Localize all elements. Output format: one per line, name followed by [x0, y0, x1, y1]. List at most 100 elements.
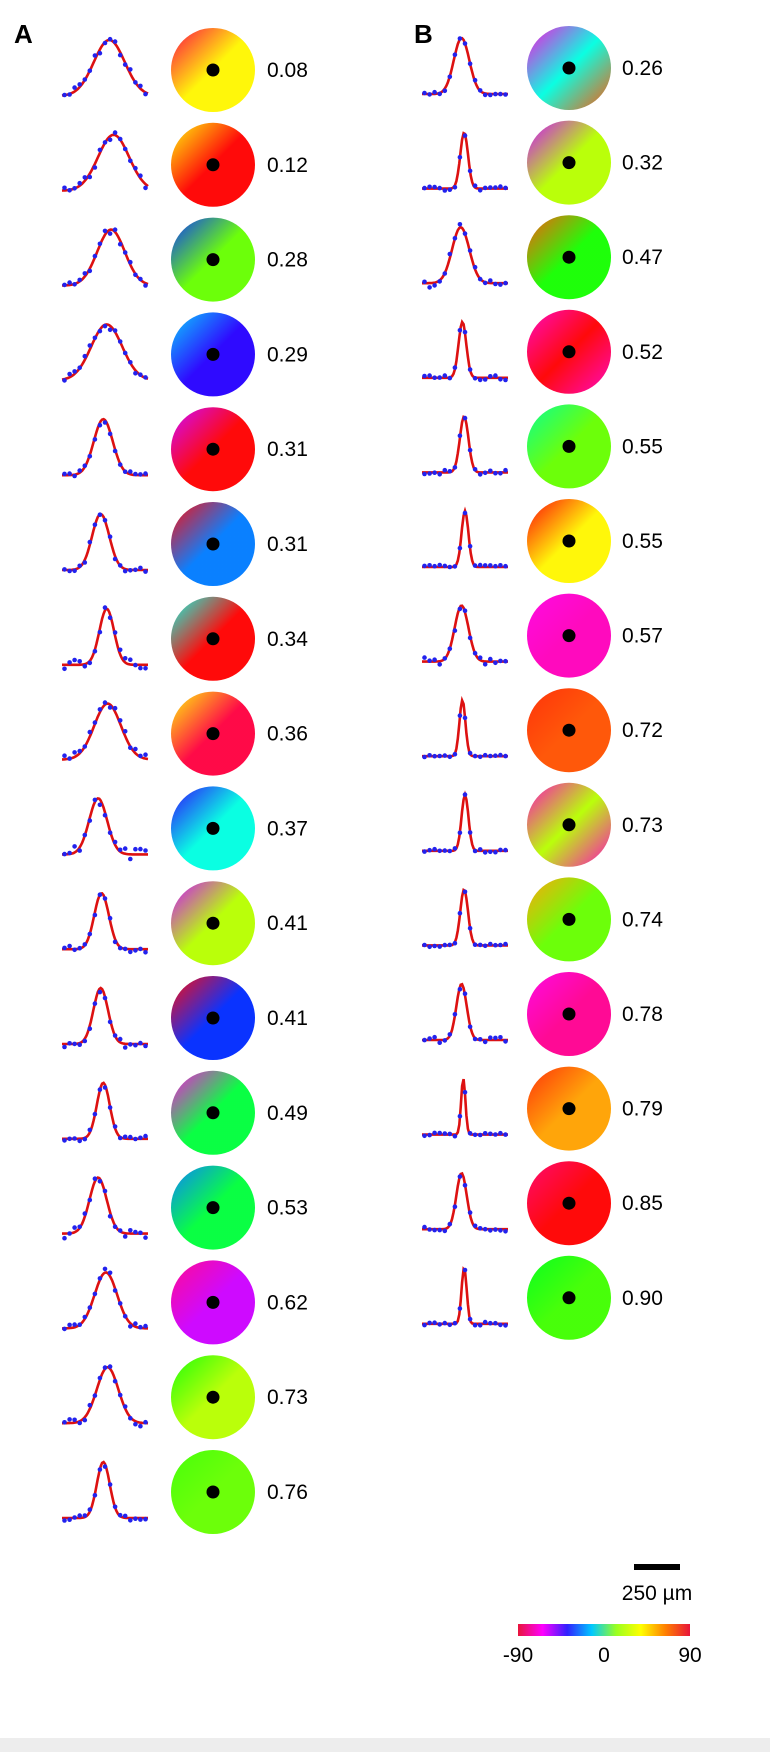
center-dot — [206, 727, 220, 741]
data-point — [72, 657, 77, 663]
data-point — [138, 372, 143, 378]
data-point — [97, 1467, 103, 1472]
data-point — [477, 754, 483, 760]
data-point — [97, 1179, 103, 1184]
tuning-curve-fit — [422, 36, 508, 96]
data-point — [62, 1518, 67, 1523]
data-point — [122, 946, 128, 952]
data-point — [477, 1323, 483, 1328]
data-point — [133, 272, 138, 278]
row: 0.72 — [422, 688, 663, 773]
data-point — [503, 92, 508, 97]
colorbar-min-label: -90 — [503, 1644, 533, 1667]
data-point — [72, 844, 77, 849]
data-point — [472, 376, 478, 381]
scale-bar: 250 µm — [622, 1564, 692, 1605]
data-point — [488, 849, 493, 855]
row: 0.55 — [422, 499, 663, 583]
tuning-curve-fit — [62, 892, 148, 951]
data-point — [467, 61, 473, 66]
colorbar-max-label: 90 — [678, 1644, 701, 1667]
data-point — [452, 1012, 458, 1017]
data-point — [117, 462, 123, 467]
data-point — [133, 471, 138, 477]
data-point — [467, 750, 473, 756]
data-point — [122, 146, 128, 152]
data-point — [122, 1314, 128, 1319]
data-point — [128, 949, 133, 955]
data-point — [128, 259, 133, 265]
data-point — [77, 748, 82, 754]
data-point — [87, 729, 93, 735]
data-point — [488, 1035, 493, 1040]
data-point — [87, 1507, 93, 1512]
data-point — [133, 1042, 138, 1048]
data-point — [107, 231, 113, 236]
data-point — [447, 1131, 453, 1137]
data-point — [488, 92, 493, 98]
value-label: 0.73 — [622, 814, 663, 837]
center-dot — [206, 916, 220, 930]
data-point — [138, 753, 143, 759]
data-point — [107, 36, 113, 42]
tuning-curve-fit — [422, 695, 508, 758]
data-point — [493, 563, 498, 569]
data-point — [442, 1131, 448, 1136]
center-dot — [562, 439, 576, 453]
data-point — [493, 1227, 498, 1232]
data-point — [133, 165, 138, 171]
data-point — [82, 175, 88, 180]
value-label: 0.62 — [267, 1291, 308, 1314]
data-point — [143, 1323, 148, 1329]
data-point — [133, 662, 138, 668]
row: 0.34 — [62, 596, 308, 681]
data-point — [67, 1517, 72, 1522]
data-point — [62, 282, 67, 288]
data-point — [138, 1040, 143, 1046]
data-point — [462, 715, 468, 721]
colorbar-gradient — [518, 1624, 690, 1636]
data-point — [133, 1421, 138, 1427]
data-point — [422, 1037, 427, 1043]
data-point — [72, 947, 77, 953]
data-point — [62, 945, 67, 951]
center-dot — [206, 821, 220, 835]
data-point — [498, 563, 503, 568]
data-point — [422, 942, 427, 948]
data-point — [477, 562, 483, 568]
data-point — [107, 1482, 113, 1487]
data-point — [138, 946, 143, 952]
data-point — [427, 944, 432, 950]
value-label: 0.85 — [622, 1192, 663, 1215]
value-label: 0.72 — [622, 719, 663, 742]
row: 0.73 — [422, 782, 663, 867]
value-label: 0.90 — [622, 1287, 663, 1310]
data-point — [117, 1392, 123, 1398]
data-point — [77, 563, 82, 569]
center-dot — [206, 1201, 220, 1215]
data-point — [138, 565, 143, 571]
data-point — [117, 1228, 123, 1233]
data-point — [432, 184, 437, 190]
data-point — [82, 77, 88, 82]
data-point — [112, 1288, 118, 1293]
data-point — [477, 1226, 483, 1231]
data-point — [72, 1225, 77, 1230]
data-point — [97, 707, 103, 712]
data-point — [112, 705, 118, 711]
colorbar: -90 0 90 — [503, 1624, 702, 1667]
data-point — [117, 1135, 123, 1141]
data-point — [92, 53, 98, 58]
data-point — [503, 467, 508, 473]
center-dot — [562, 1102, 576, 1116]
data-point — [488, 278, 493, 283]
data-point — [128, 856, 133, 862]
panel-label-b: B — [414, 19, 433, 49]
data-point — [102, 1266, 108, 1272]
data-point — [437, 1322, 443, 1327]
data-point — [82, 463, 88, 469]
data-point — [107, 705, 113, 710]
value-label: 0.29 — [267, 343, 308, 366]
data-point — [102, 323, 108, 329]
tuning-curve-fit — [62, 1460, 148, 1520]
